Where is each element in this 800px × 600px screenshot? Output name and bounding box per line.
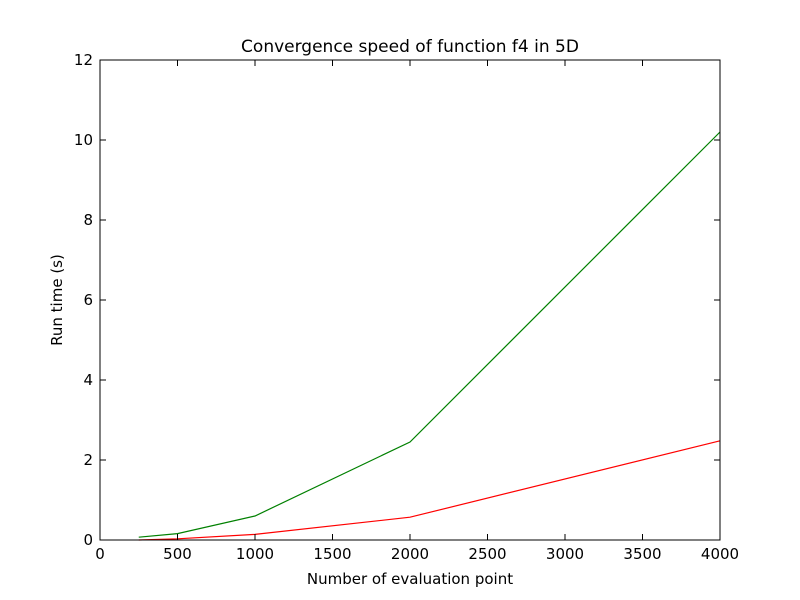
x-tick-label: 500 bbox=[163, 545, 192, 563]
y-tick-label: 2 bbox=[83, 451, 93, 469]
y-tick-label: 8 bbox=[83, 211, 93, 229]
x-tick-label: 4000 bbox=[701, 545, 739, 563]
x-axis-ticks: 0 500 1000 1500 2000 2500 3000 3500 4000 bbox=[95, 60, 739, 563]
y-tick-label: 10 bbox=[74, 131, 93, 149]
x-tick-label: 3500 bbox=[623, 545, 661, 563]
x-tick-label: 0 bbox=[95, 545, 105, 563]
x-tick-label: 3000 bbox=[546, 545, 584, 563]
y-tick-label: 12 bbox=[74, 51, 93, 69]
series-line-1 bbox=[138, 131, 721, 538]
y-axis-ticks: 0 2 4 6 8 10 12 bbox=[74, 51, 720, 549]
x-tick-label: 2000 bbox=[391, 545, 429, 563]
y-tick-label: 6 bbox=[83, 291, 93, 309]
x-tick-label: 1000 bbox=[236, 545, 274, 563]
y-axis-label: Run time (s) bbox=[48, 254, 66, 346]
x-tick-label: 2500 bbox=[468, 545, 506, 563]
y-tick-label: 4 bbox=[83, 371, 93, 389]
y-tick-label: 0 bbox=[83, 531, 93, 549]
chart-title: Convergence speed of function f4 in 5D bbox=[241, 37, 579, 57]
x-axis-label: Number of evaluation point bbox=[307, 570, 513, 588]
x-tick-label: 1500 bbox=[313, 545, 351, 563]
